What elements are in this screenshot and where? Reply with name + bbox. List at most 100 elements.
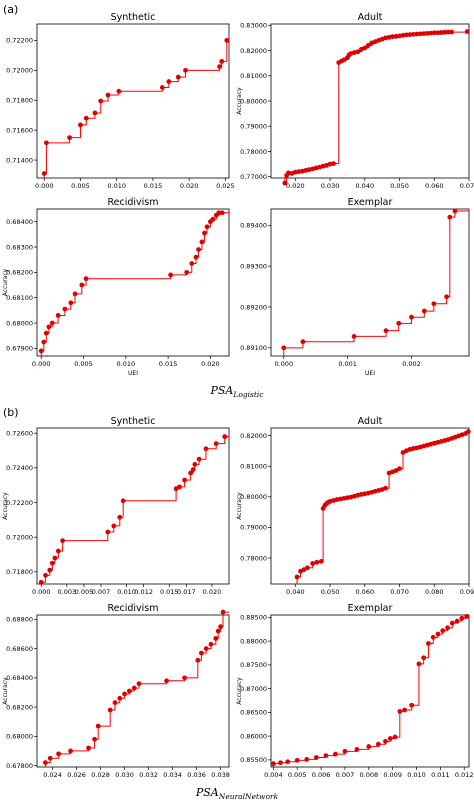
x-tick-label: 0.000: [35, 182, 54, 190]
y-tick-label: 0.68400: [6, 674, 33, 682]
y-tick-label: 0.68000: [6, 733, 33, 741]
data-point: [464, 614, 470, 619]
x-tick-label: 0.015: [160, 588, 179, 596]
plot-frame: [36, 23, 230, 179]
data-point: [55, 313, 61, 318]
data-point: [294, 574, 300, 580]
x-tick-label: 0.020: [180, 182, 199, 190]
data-point: [199, 650, 204, 656]
y-tick-label: 0.79000: [240, 123, 267, 131]
panel-b-caption-sub: NeuralNetwork: [218, 792, 279, 801]
data-point: [83, 276, 89, 282]
data-point: [126, 688, 132, 694]
x-tick-label: 0.008: [360, 771, 379, 779]
y-tick-label: 0.68200: [6, 269, 33, 277]
data-point: [175, 74, 181, 80]
data-point: [159, 85, 165, 90]
data-point: [416, 661, 422, 667]
data-point: [41, 171, 47, 176]
y-tick-label: 0.89300: [240, 262, 267, 270]
x-tick-label: 0.040: [286, 588, 305, 596]
y-tick-label: 0.81000: [240, 72, 267, 80]
x-tick-label: 0.005: [75, 588, 94, 596]
data-point: [282, 180, 288, 186]
data-point: [182, 675, 188, 681]
data-point: [136, 681, 142, 687]
data-point: [98, 98, 104, 104]
data-point: [192, 462, 198, 467]
y-tick-label: 0.68300: [6, 243, 33, 251]
series-line: [284, 31, 469, 184]
data-point: [67, 135, 73, 141]
data-point: [278, 760, 283, 766]
y-tick-label: 0.87000: [240, 685, 267, 693]
x-tick-label: 0.026: [67, 771, 86, 779]
plot-frame: [270, 614, 470, 768]
data-point: [215, 628, 221, 634]
data-point: [204, 224, 210, 230]
data-point: [435, 30, 441, 36]
chart-title: Synthetic: [111, 416, 156, 427]
data-point: [444, 294, 450, 300]
y-tick-label: 0.86500: [240, 709, 267, 717]
data-point: [417, 31, 423, 37]
data-point: [196, 247, 201, 252]
data-point: [314, 559, 320, 565]
x-tick-label: 0.005: [288, 771, 307, 779]
data-point: [392, 734, 398, 740]
y-tick-label: 0.68400: [6, 218, 33, 226]
data-point: [184, 269, 190, 275]
x-tick-label: 0.030: [321, 182, 340, 190]
data-point: [421, 31, 427, 36]
x-tick-label: 0.032: [139, 771, 158, 779]
chart-7: Exemplar 0.004 0.005 0.006 0.007 0.008 0.009 0.…: [236, 603, 474, 779]
x-tick-label: 0.028: [91, 771, 110, 779]
data-point: [131, 685, 137, 691]
chart-6: Recidivism 0.024 0.026 0.028 0.030 0.032 0.034…: [2, 603, 230, 779]
data-point: [41, 339, 47, 345]
data-point: [60, 538, 65, 544]
data-point: [387, 736, 393, 741]
data-point: [195, 657, 201, 663]
x-tick-label: 0.017: [177, 588, 196, 596]
data-point: [78, 122, 83, 128]
x-tick-label: 0.015: [144, 182, 163, 190]
y-tick-label: 0.89100: [240, 344, 267, 352]
panel-a-label: (a): [3, 3, 18, 16]
chart-0: Synthetic 0.000 0.005 0.010 0.015 0.020 0.025 0…: [6, 12, 235, 190]
chart-title: Exemplar: [348, 197, 393, 208]
y-tick-label: 0.68200: [6, 703, 33, 711]
chart-1: Adult 0.020 0.030 0.040 0.050 0.060 0.070 0.770…: [236, 12, 474, 190]
plot-frame: [270, 427, 470, 585]
data-point: [105, 92, 111, 98]
data-point: [294, 757, 300, 763]
data-point: [331, 161, 336, 167]
x-tick-label: 0.025: [216, 182, 235, 190]
x-tick-label: 0.006: [312, 771, 331, 779]
data-point: [414, 31, 420, 37]
data-point: [304, 757, 310, 762]
x-tick-label: 0.000: [32, 360, 51, 368]
data-point: [365, 43, 371, 48]
data-point: [383, 485, 389, 491]
data-point: [203, 646, 209, 652]
data-point: [213, 635, 219, 641]
y-tick-label: 0.71400: [6, 156, 33, 164]
x-axis-label: UEI: [365, 370, 375, 377]
data-point: [196, 456, 202, 462]
y-axis-label: Accuracy: [236, 87, 243, 115]
data-point: [445, 625, 450, 631]
data-point: [217, 64, 222, 70]
y-tick-label: 0.72200: [6, 499, 33, 507]
data-point: [421, 655, 427, 661]
data-point: [397, 466, 402, 472]
data-point: [383, 328, 389, 334]
x-tick-label: 0.070: [460, 182, 474, 190]
y-tick-label: 0.79000: [240, 524, 267, 532]
data-point: [305, 565, 310, 571]
chart-title: Synthetic: [111, 12, 156, 23]
y-tick-label: 0.72200: [6, 37, 33, 45]
data-point: [430, 634, 436, 640]
data-point: [219, 210, 225, 216]
x-tick-label: 0.060: [355, 588, 374, 596]
